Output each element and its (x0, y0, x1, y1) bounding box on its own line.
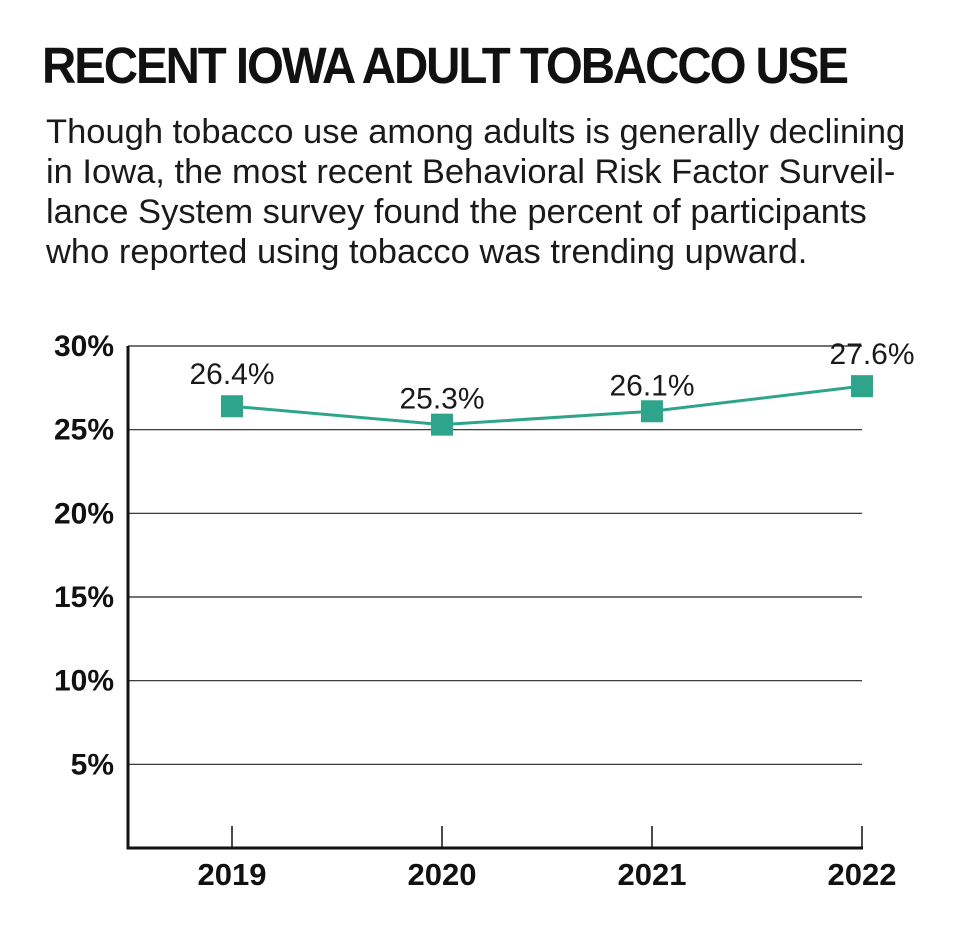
subtitle-line: Though tobacco use among adults is gener… (46, 113, 906, 151)
subtitle-line: who reported using tobacco was trending … (46, 233, 808, 271)
data-point-2022 (851, 375, 873, 398)
series-line-path (231, 384, 863, 427)
y-tick-label: 20% (54, 497, 114, 530)
data-labels: 26.4% 25.3% 26.1% 27.6% (189, 338, 914, 415)
data-label-2019: 26.4% (189, 358, 274, 391)
data-point-2021 (641, 400, 663, 423)
subtitle-line: lance System survey found the percent of… (46, 193, 867, 231)
y-tick-label: 25% (54, 414, 114, 447)
data-point-2020 (431, 413, 453, 436)
y-tick-label: 10% (54, 665, 114, 698)
y-tick-labels: 5% 10% 15% 20% 25% 30% (54, 330, 114, 781)
subtitle-line: in Iowa, the most recent Behavioral Risk… (46, 153, 896, 191)
data-markers (221, 375, 873, 436)
y-tick-label: 30% (54, 330, 114, 363)
series-line (231, 384, 863, 427)
chart-subtitle: Though tobacco use among adults is gener… (46, 112, 946, 272)
x-tick-labels: 2019 2020 2021 2022 (198, 857, 897, 892)
x-tick-label: 2021 (618, 857, 687, 892)
y-tick-label: 5% (71, 748, 114, 781)
axes (126, 346, 863, 850)
x-tick-label: 2019 (198, 857, 267, 892)
chart-title: RECENT IOWA ADULT TOBACCO USE (42, 37, 849, 94)
y-tick-label: 15% (54, 581, 114, 614)
data-point-2019 (221, 395, 243, 418)
data-label-2022: 27.6% (829, 338, 914, 371)
data-label-2020: 25.3% (399, 383, 484, 416)
x-tick-label: 2020 (408, 857, 477, 892)
x-tick-label: 2022 (828, 857, 897, 892)
data-label-2021: 26.1% (609, 369, 694, 402)
grid-lines (128, 345, 862, 765)
